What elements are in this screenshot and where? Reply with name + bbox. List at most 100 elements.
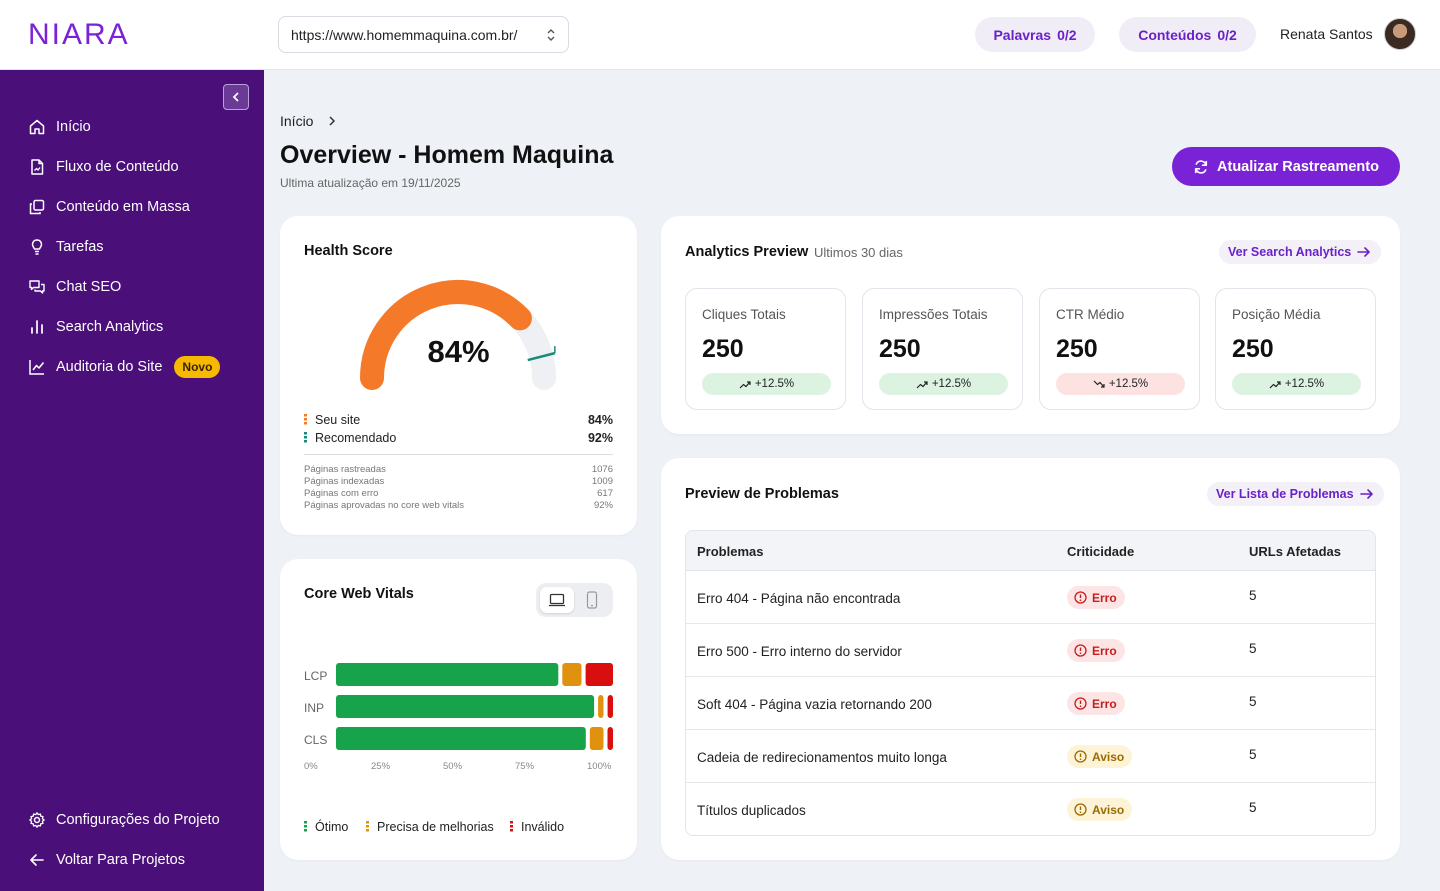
conteudos-count: 0/2: [1217, 26, 1237, 43]
stat-value: 92%: [593, 500, 613, 511]
problem-name: Soft 404 - Página vazia retornando 200: [697, 697, 932, 712]
divider: [304, 454, 613, 455]
cwv-title: Core Web Vitals: [304, 586, 414, 602]
metric-value: 250: [1056, 335, 1098, 363]
sidebar-item-configuracoes[interactable]: Configurações do Projeto: [28, 809, 220, 831]
file-flow-icon: [31, 159, 44, 175]
metric-value: 250: [879, 335, 921, 363]
sidebar-item-search-analytics[interactable]: Search Analytics: [28, 316, 163, 338]
metric-delta-value: +12.5%: [1108, 378, 1149, 390]
link-label: Ver Lista de Problemas: [1216, 487, 1354, 501]
trend-up-icon: [739, 380, 751, 388]
metric-card-impressoes: Impressões Totais 250 +12.5%: [862, 288, 1023, 410]
cwv-tick-label: 25%: [371, 761, 391, 772]
collapse-sidebar-button[interactable]: [223, 84, 249, 110]
refresh-crawl-button[interactable]: Atualizar Rastreamento: [1172, 147, 1400, 186]
problem-name: Títulos duplicados: [697, 803, 806, 818]
line-chart-icon: [29, 360, 45, 375]
metric-value: 250: [1232, 335, 1274, 363]
sidebar-item-auditoria[interactable]: Auditoria do Site Novo: [28, 356, 221, 378]
metric-delta: +12.5%: [702, 373, 831, 395]
breadcrumb-home-link[interactable]: Início: [280, 113, 314, 129]
metric-card-posicao: Posição Média 250 +12.5%: [1215, 288, 1376, 410]
cwv-bar-good: [336, 727, 586, 750]
sidebar-item-label: Voltar Para Projetos: [56, 852, 185, 868]
cwv-metric-label: CLS: [304, 733, 328, 747]
trend-down-icon: [1093, 380, 1105, 388]
stat-row: Páginas rastreadas 1076: [304, 464, 613, 475]
copy-icon: [29, 199, 45, 215]
arrow-right-icon: [1359, 489, 1373, 499]
table-row[interactable]: Erro 500 - Erro interno do servidor Erro…: [686, 624, 1375, 677]
table-row[interactable]: Soft 404 - Página vazia retornando 200 E…: [686, 677, 1375, 730]
severity-label: Aviso: [1092, 749, 1125, 764]
page-title: Overview - Homem Maquina: [280, 141, 614, 169]
stat-value: 617: [597, 488, 613, 499]
problem-name: Cadeia de redirecionamentos muito longa: [697, 750, 947, 765]
trend-up-icon: [916, 380, 928, 388]
sidebar-item-label: Search Analytics: [56, 319, 164, 335]
cwv-bar-poor: [585, 663, 613, 686]
top-bar: NIARA https://www.homemmaquina.com.br/ P…: [0, 0, 1440, 70]
metric-card-ctr: CTR Médio 250 +12.5%: [1039, 288, 1200, 410]
stat-label: Páginas com erro: [304, 488, 379, 499]
cwv-bar-chart: [336, 663, 613, 750]
desktop-toggle-button[interactable]: [540, 587, 574, 613]
legend-otimo: Ótimo: [304, 820, 348, 834]
palavras-label: Palavras: [993, 26, 1052, 43]
legend-recomendado: Recomendado 92%: [304, 431, 613, 445]
cwv-tick-label: 75%: [515, 761, 535, 772]
legend-value: 92%: [587, 431, 613, 445]
health-score-value: 84%: [427, 334, 490, 369]
recomendado-marker: [304, 432, 307, 444]
metric-label: Posição Média: [1232, 307, 1321, 322]
sidebar-item-inicio[interactable]: Início: [28, 116, 91, 138]
cwv-bar-needs-improvement: [589, 727, 604, 750]
sidebar-item-fluxo[interactable]: Fluxo de Conteúdo: [28, 156, 179, 178]
severity-badge: Erro: [1067, 586, 1125, 609]
recommended-marker: [527, 351, 556, 362]
arrow-left-icon: [30, 854, 44, 866]
problems-preview-card: Preview de Problemas Ver Lista de Proble…: [661, 458, 1400, 860]
metric-delta: +12.5%: [1232, 373, 1361, 395]
metric-delta-value: +12.5%: [1284, 378, 1325, 390]
palavras-quota-pill[interactable]: Palavras 0/2: [975, 17, 1095, 52]
metric-delta: +12.5%: [1056, 373, 1185, 395]
conteudos-quota-pill[interactable]: Conteúdos 0/2: [1119, 17, 1256, 52]
niara-logo[interactable]: NIARA: [28, 18, 132, 48]
warning-circle-icon: [1074, 750, 1087, 763]
cwv-tick-label: 100%: [587, 761, 612, 772]
gauge-fill: [360, 280, 532, 390]
view-problems-list-link[interactable]: Ver Lista de Problemas: [1207, 482, 1384, 506]
device-toggle: [536, 583, 613, 617]
health-score-card: Health Score 84% Seu site 84% Recomendad…: [280, 216, 637, 535]
sidebar-item-tarefas[interactable]: Tarefas: [28, 236, 104, 258]
legend-seu-site: Seu site 84%: [304, 413, 613, 427]
metric-delta-value: +12.5%: [931, 378, 972, 390]
cwv-bar-poor: [607, 727, 613, 750]
project-url-select[interactable]: https://www.homemmaquina.com.br/: [278, 16, 569, 53]
severity-label: Erro: [1092, 590, 1117, 605]
legend-value: 84%: [587, 413, 613, 427]
metric-label: Cliques Totais: [702, 307, 786, 322]
breadcrumb: Início: [280, 113, 337, 129]
sidebar-item-chat-seo[interactable]: Chat SEO: [28, 276, 121, 298]
trend-up-icon: [1269, 380, 1281, 388]
analytics-period: Ultimos 30 dias: [814, 245, 903, 260]
legend-label: Precisa de melhorias: [377, 820, 494, 834]
phone-icon: [586, 591, 598, 609]
view-search-analytics-link[interactable]: Ver Search Analytics: [1219, 240, 1382, 264]
user-name[interactable]: Renata Santos: [1280, 26, 1373, 42]
avatar[interactable]: [1384, 18, 1416, 50]
legend-label: Inválido: [521, 820, 565, 834]
table-row[interactable]: Cadeia de redirecionamentos muito longa …: [686, 730, 1375, 783]
cwv-tick-label: 0%: [304, 761, 318, 772]
sidebar-item-voltar[interactable]: Voltar Para Projetos: [28, 849, 185, 871]
sidebar-item-conteudo-massa[interactable]: Conteúdo em Massa: [28, 196, 190, 218]
legend-label: Seu site: [315, 413, 361, 427]
mobile-toggle-button[interactable]: [575, 587, 609, 613]
table-row[interactable]: Títulos duplicados Aviso 5: [686, 783, 1375, 835]
table-row[interactable]: Erro 404 - Página não encontrada Erro 5: [686, 571, 1375, 624]
severity-badge: Aviso: [1067, 745, 1133, 768]
metric-delta-value: +12.5%: [754, 378, 795, 390]
